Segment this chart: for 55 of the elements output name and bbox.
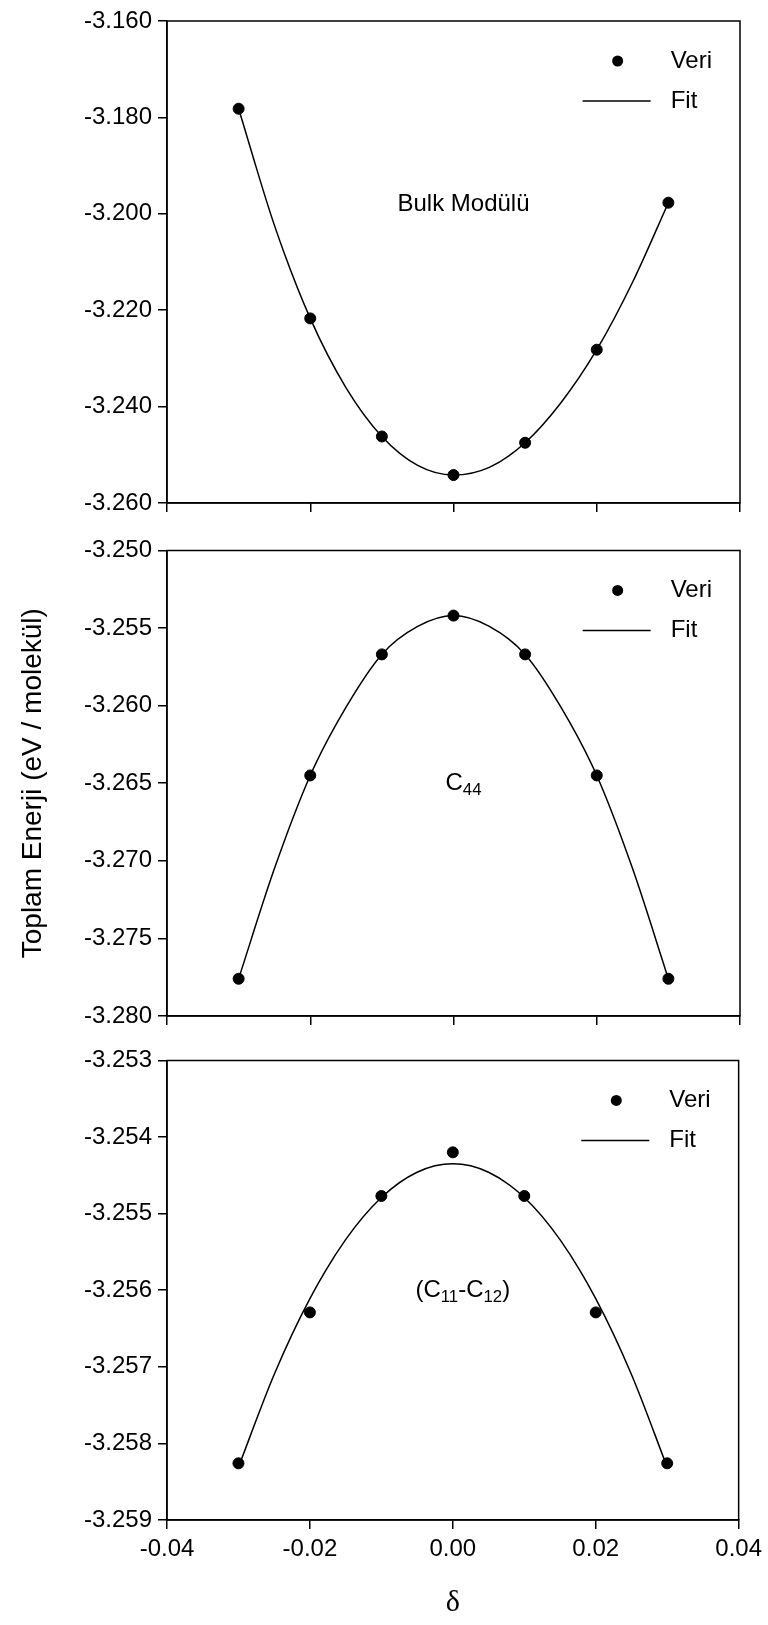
point [303, 1306, 316, 1319]
y-tick-label: -3.260 [83, 487, 152, 515]
point [662, 196, 675, 209]
x-axis-title: δ [445, 1583, 460, 1617]
point [518, 1189, 531, 1202]
legend-label: Fit [670, 615, 698, 643]
point [304, 769, 317, 782]
point [232, 1457, 245, 1470]
x-tick-label: 0.04 [715, 1534, 762, 1562]
point [589, 1306, 602, 1319]
annotation: Bulk Modülü [397, 188, 530, 216]
point [375, 648, 388, 661]
y-tick-label: -3.255 [83, 612, 152, 640]
y-tick-label: -3.255 [83, 1198, 152, 1226]
x-tick-label: 0.00 [429, 1534, 477, 1562]
point [447, 469, 460, 482]
point [446, 1146, 459, 1159]
y-axis-title: Toplam Enerji (eV / molekül) [15, 608, 47, 959]
y-tick-label: -3.253 [83, 1045, 152, 1073]
y-tick-label: -3.270 [83, 845, 152, 873]
point [519, 648, 532, 661]
y-tick-label: -3.280 [83, 1000, 152, 1028]
y-tick-label: -3.200 [83, 198, 152, 226]
point [590, 769, 603, 782]
x-tick-label: -0.04 [139, 1534, 195, 1562]
point [232, 972, 245, 985]
point [375, 1189, 388, 1202]
y-tick-label: -3.260 [83, 690, 152, 718]
y-tick-label: -3.220 [83, 294, 152, 322]
y-tick-label: -3.258 [83, 1428, 152, 1456]
y-tick-label: -3.259 [83, 1504, 152, 1532]
point [662, 972, 675, 985]
y-tick-label: -3.256 [83, 1274, 152, 1302]
point [447, 609, 460, 622]
point [232, 102, 245, 115]
legend-label: Fit [669, 1125, 697, 1153]
y-tick-label: -3.275 [83, 923, 152, 951]
legend-label: Veri [670, 575, 712, 603]
y-tick-label: -3.257 [83, 1351, 152, 1379]
legend-label: Veri [670, 45, 712, 73]
point [304, 312, 317, 325]
y-tick-label: -3.160 [83, 5, 152, 33]
legend-label: Fit [670, 85, 698, 113]
x-tick-label: 0.02 [572, 1534, 620, 1562]
point [590, 343, 603, 356]
y-tick-label: -3.240 [83, 391, 152, 419]
y-tick-label: -3.180 [83, 102, 152, 130]
y-tick-label: -3.265 [83, 767, 152, 795]
x-tick-label: -0.02 [282, 1534, 338, 1562]
legend-label: Veri [669, 1085, 711, 1113]
point [661, 1457, 674, 1470]
y-tick-label: -3.250 [83, 535, 152, 563]
point [375, 430, 388, 443]
point [519, 436, 532, 449]
y-tick-label: -3.254 [83, 1121, 152, 1149]
